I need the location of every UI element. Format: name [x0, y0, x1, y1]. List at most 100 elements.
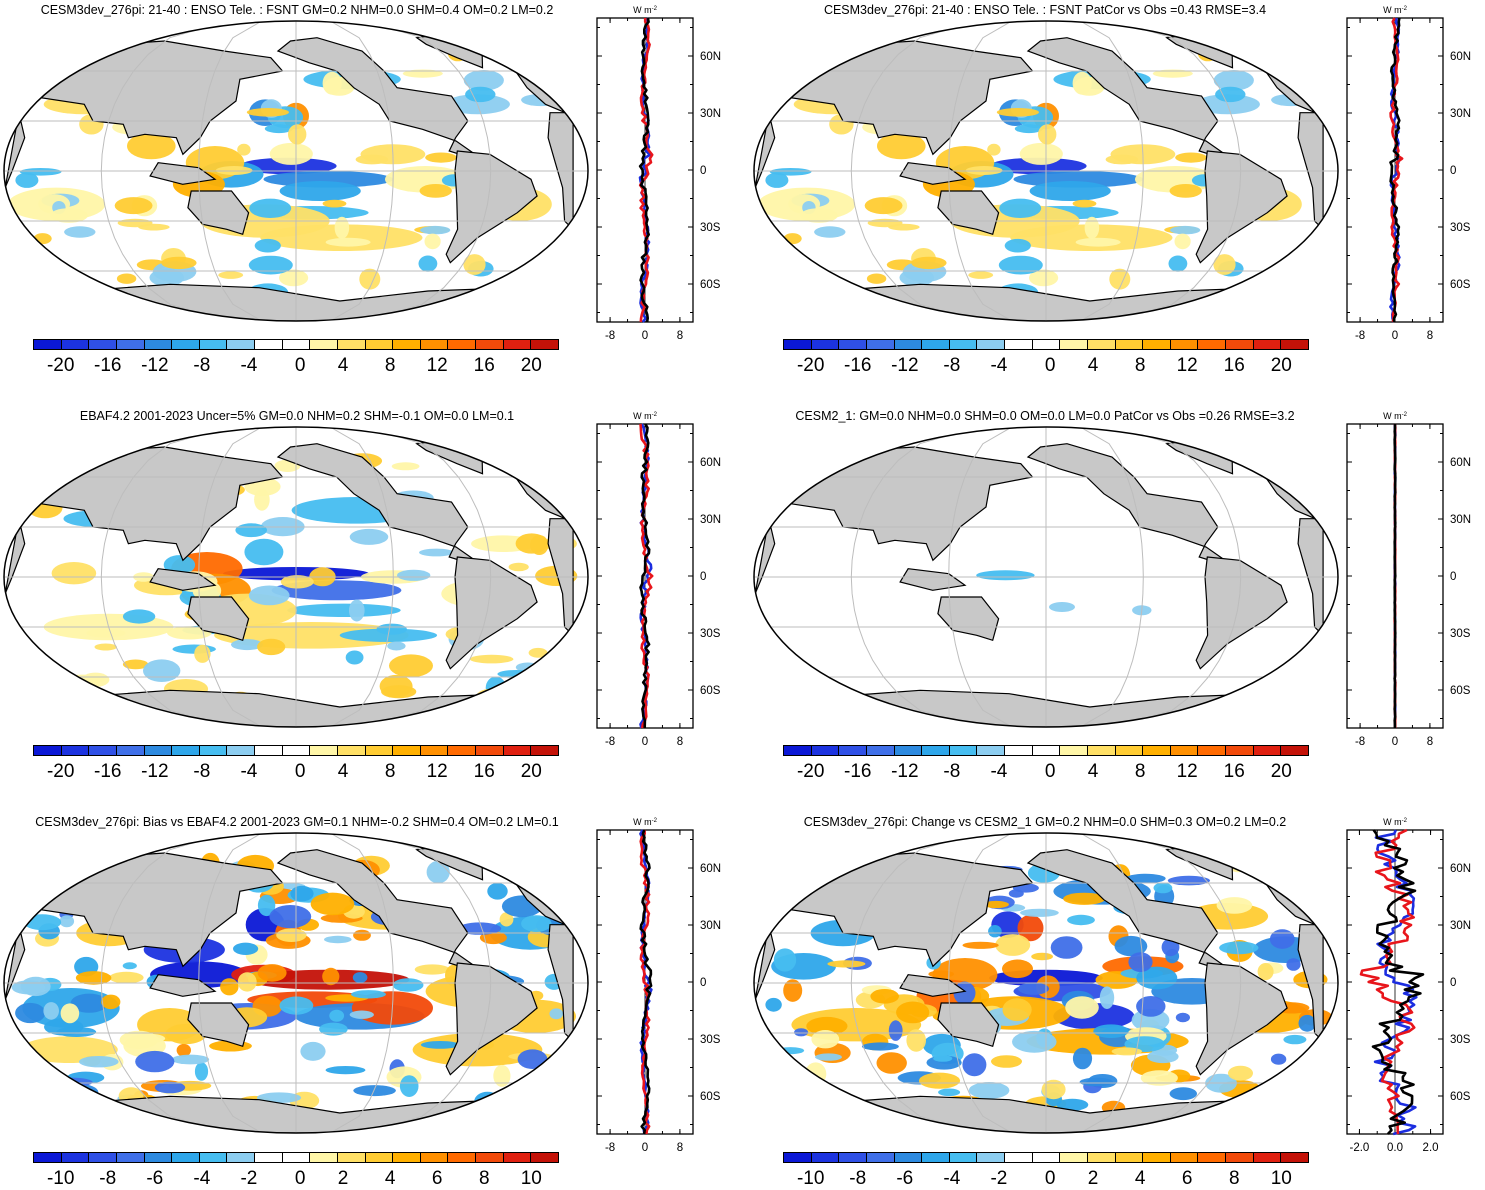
anomaly-region — [1012, 1030, 1057, 1053]
colorbar-label: 4 — [337, 761, 349, 782]
profile-lat-tick: 60S — [1450, 279, 1471, 291]
profile-units: W m-2 — [1383, 817, 1407, 827]
colorbar-label: 20 — [1270, 355, 1292, 376]
colorbar-swatch — [1060, 1153, 1088, 1162]
colorbar-swatch — [393, 340, 421, 349]
anomaly-region — [474, 1091, 501, 1112]
zonal-mean-profile: -2.0 0.0 2.0 60N 30N 0 30S 60S W m-2 — [1346, 817, 1471, 1154]
anomaly-region — [116, 273, 137, 284]
colorbar-swatch — [839, 1153, 867, 1162]
anomaly-region — [1063, 892, 1106, 905]
colorbar-swatch — [949, 340, 978, 349]
colorbar-label: 4 — [337, 355, 349, 376]
colorbar-swatch — [811, 340, 840, 349]
profile-units: W m-2 — [1383, 411, 1407, 421]
colorbar-swatch — [199, 1153, 228, 1162]
anomaly-region — [976, 570, 1035, 581]
colorbar-swatch — [227, 1153, 255, 1162]
anomaly-region — [59, 915, 75, 928]
anomaly-region — [1228, 1065, 1253, 1081]
anomaly-region — [1072, 199, 1097, 208]
anomaly-region — [391, 462, 420, 471]
world-map — [753, 832, 1339, 1134]
colorbar — [783, 1152, 1309, 1163]
anomaly-region — [254, 238, 281, 253]
colorbar — [33, 1152, 559, 1163]
colorbar-swatch — [811, 746, 840, 755]
profile-x-tick: -8 — [605, 736, 615, 748]
anomaly-region — [246, 108, 289, 117]
anomaly-region — [269, 142, 313, 165]
colorbar-labels: -20 -16 -12 -8 -4 0 4 8 12 16 20 — [783, 761, 1309, 783]
colorbar-swatch — [784, 746, 812, 755]
land-eurasia — [777, 40, 1034, 156]
anomaly-region — [485, 676, 507, 700]
colorbar-swatch — [89, 1153, 117, 1162]
anomaly-region — [56, 1083, 99, 1101]
anomaly-region — [322, 967, 340, 986]
colorbar-swatch — [89, 340, 117, 349]
map-frame — [753, 832, 1339, 1134]
anomaly-region — [457, 922, 502, 935]
colorbar-swatch — [1198, 1153, 1226, 1162]
anomaly-region — [1136, 966, 1178, 990]
anomaly-region — [998, 255, 1043, 275]
colorbar-labels: -10 -8 -6 -4 -2 0 2 4 6 8 10 — [783, 1168, 1309, 1190]
anomaly-region — [376, 623, 407, 635]
anomaly-region — [1114, 935, 1148, 957]
colorbar-label: -20 — [796, 761, 825, 782]
land-samerica — [445, 556, 538, 670]
colorbar-swatch — [34, 1153, 62, 1162]
colorbar-swatch — [839, 746, 867, 755]
colorbar-swatch — [1143, 340, 1171, 349]
land-samerica — [1195, 556, 1288, 670]
profile-line — [639, 423, 651, 729]
anomaly-region — [938, 1088, 961, 1097]
colorbar-swatch — [61, 1153, 90, 1162]
profile-x-tick: 8 — [677, 330, 683, 342]
colorbar-label: -12 — [891, 761, 919, 782]
colorbar-swatch — [784, 1153, 812, 1162]
colorbar-swatch — [144, 1153, 173, 1162]
anomaly-region — [1175, 152, 1207, 163]
colorbar-label: 6 — [1181, 1168, 1193, 1189]
anomaly-region — [248, 585, 290, 606]
anomaly-region — [117, 218, 153, 228]
profile-lat-tick: 60S — [700, 685, 721, 697]
profile-lat-tick: 30N — [700, 920, 721, 932]
anomaly-region — [769, 168, 812, 176]
profile-lat-tick: 60N — [700, 457, 721, 469]
profile-units: W m-2 — [1383, 5, 1407, 15]
profile-lat-tick: 0 — [1450, 571, 1456, 583]
anomaly-region — [143, 659, 181, 682]
colorbar-label: 2 — [1087, 1168, 1099, 1189]
colorbar — [783, 339, 1309, 350]
colorbar-label: -2 — [990, 1168, 1008, 1189]
colorbar-label: 16 — [1223, 761, 1245, 782]
profile-x-tick: 0.0 — [1387, 1142, 1403, 1154]
colorbar-labels: -20 -16 -12 -8 -4 0 4 8 12 16 20 — [783, 355, 1309, 377]
colorbar-swatch — [476, 340, 504, 349]
anomaly-region — [1219, 941, 1259, 955]
colorbar-swatch — [337, 1153, 366, 1162]
anomaly-region — [521, 915, 552, 932]
colorbar-swatch — [531, 340, 558, 349]
colorbar-swatch — [172, 340, 200, 349]
colorbar-swatch — [866, 1153, 895, 1162]
colorbar-swatch — [1087, 1153, 1116, 1162]
anomaly-region — [1136, 996, 1166, 1017]
anomaly-region — [493, 1064, 511, 1087]
colorbar-label: -8 — [193, 761, 211, 782]
anomaly-region — [1019, 142, 1063, 165]
profile-line — [1389, 17, 1404, 323]
colorbar-swatch — [1143, 746, 1171, 755]
colorbar-swatch — [866, 746, 895, 755]
anomaly-region — [1029, 181, 1111, 201]
profile-x-tick: 0 — [642, 330, 648, 342]
colorbar-swatch — [894, 1153, 923, 1162]
anomaly-region — [329, 1009, 345, 1022]
colorbar-swatch — [365, 340, 394, 349]
anomaly-region — [135, 1050, 175, 1073]
anomaly-region — [1147, 1050, 1179, 1064]
colorbar-swatch — [199, 340, 228, 349]
